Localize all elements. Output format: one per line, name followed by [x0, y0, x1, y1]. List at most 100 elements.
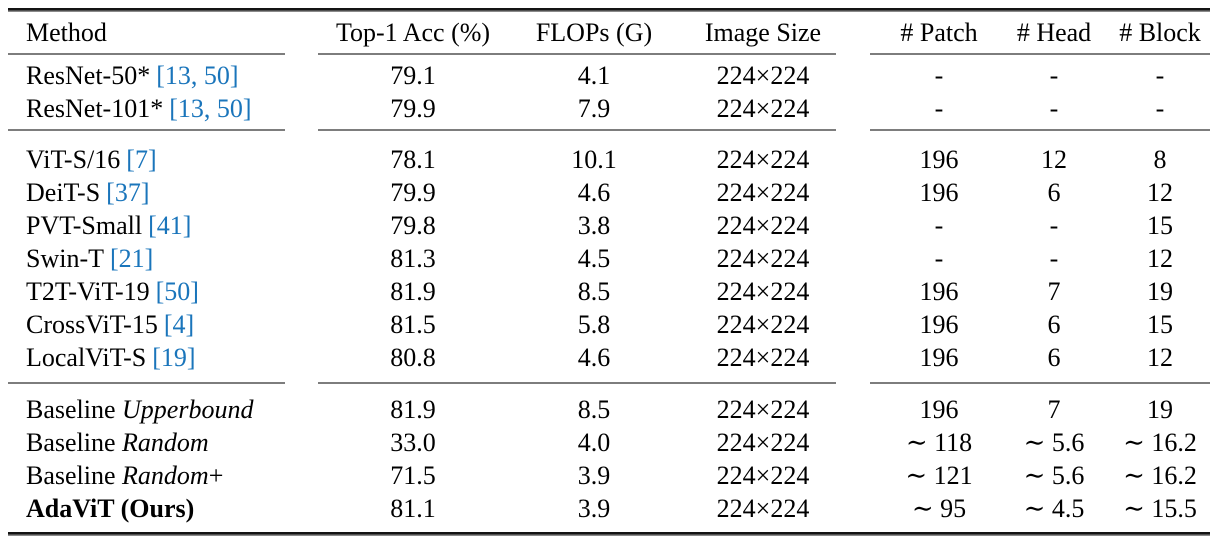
top1-acc-cell: 71.5	[390, 461, 436, 490]
image-size-cell: 224×224	[716, 211, 810, 240]
method-cell: DeiT-S [37]	[8, 176, 318, 209]
num-head-cell: -	[1049, 244, 1059, 273]
num-head-cell: 6	[1047, 178, 1061, 207]
citation-link[interactable]: [21]	[110, 244, 154, 273]
image-size-cell: 224×224	[716, 461, 810, 490]
flops-cell: 4.6	[577, 178, 611, 207]
num-block-cell: ∼ 16.2	[1123, 461, 1197, 490]
image-size-cell: 224×224	[716, 494, 810, 523]
top1-acc-cell: 79.8	[390, 211, 436, 240]
method-cell: Baseline Upperbound	[8, 393, 318, 426]
flops-cell: 10.1	[571, 145, 617, 174]
num-patch-cell: 196	[919, 178, 959, 207]
citation-link[interactable]: [4]	[163, 310, 195, 339]
method-name: LocalViT-S	[26, 343, 147, 372]
section-divider	[8, 129, 1210, 131]
num-head-cell: -	[1049, 94, 1059, 123]
num-block-cell: -	[1155, 61, 1165, 90]
method-cell: ResNet-101* [13, 50]	[8, 92, 318, 125]
num-block-cell: 19	[1147, 277, 1173, 306]
citation-link[interactable]: [50]	[155, 277, 199, 306]
num-head-cell: 6	[1047, 343, 1061, 372]
column-gap	[846, 492, 880, 525]
num-block-cell: 12	[1147, 244, 1173, 273]
method-cell: PVT-Small [41]	[8, 209, 318, 242]
top1-acc-cell: 79.9	[390, 94, 436, 123]
table-row: DeiT-S [37] 79.9 4.6 224×224 196 6 12	[8, 176, 1210, 209]
col-header-top1-acc: Top-1 Acc (%)	[335, 18, 491, 47]
num-head-cell: ∼ 4.5	[1023, 494, 1085, 523]
section-resnets: ResNet-50* [13, 50] 79.1 4.1 224×224 - - …	[8, 55, 1210, 129]
image-size-cell: 224×224	[716, 61, 810, 90]
method-cell: AdaViT (Ours)	[8, 492, 318, 525]
image-size-cell: 224×224	[716, 94, 810, 123]
citation-link[interactable]: [13, 50]	[156, 61, 239, 90]
top1-acc-cell: 33.0	[390, 428, 436, 457]
column-gap	[846, 209, 880, 242]
num-block-cell: 12	[1147, 343, 1173, 372]
column-gap	[846, 176, 880, 209]
num-block-cell: 15	[1147, 310, 1173, 339]
citation-link[interactable]: [7]	[126, 145, 157, 174]
num-head-cell: -	[1049, 61, 1059, 90]
col-header-image-size: Image Size	[704, 18, 822, 47]
method-cell: ViT-S/16 [7]	[8, 143, 318, 176]
table-header-row: Method Top-1 Acc (%) FLOPs (G) Image Siz…	[8, 12, 1210, 53]
table-row: Baseline Random 33.0 4.0 224×224 ∼ 118 ∼…	[8, 426, 1210, 459]
table-row: LocalViT-S [19] 80.8 4.6 224×224 196 6 12	[8, 341, 1210, 374]
method-name: ResNet-101*	[26, 94, 164, 123]
table-row: CrossViT-15 [4] 81.5 5.8 224×224 196 6 15	[8, 308, 1210, 341]
flops-cell: 3.9	[577, 461, 611, 490]
citation-link[interactable]: [37]	[106, 178, 150, 207]
results-table: Method Top-1 Acc (%) FLOPs (G) Image Siz…	[8, 8, 1210, 536]
column-gap	[846, 393, 880, 426]
flops-cell: 4.1	[577, 61, 611, 90]
column-gap	[846, 341, 880, 374]
image-size-cell: 224×224	[716, 343, 810, 372]
top-rule	[8, 8, 1210, 12]
method-cell: LocalViT-S [19]	[8, 341, 318, 374]
num-patch-cell: ∼ 118	[905, 428, 973, 457]
num-patch-cell: 196	[919, 145, 959, 174]
method-name: DeiT-S	[26, 178, 101, 207]
section-divider	[8, 382, 1210, 384]
col-header-method: Method	[26, 18, 107, 47]
column-gap	[846, 242, 880, 275]
num-head-cell: 12	[1041, 145, 1067, 174]
method-variant: Random	[122, 428, 209, 457]
method-cell: ResNet-50* [13, 50]	[8, 59, 318, 92]
citation-link[interactable]: [41]	[148, 211, 192, 240]
column-gap	[846, 92, 880, 125]
method-suffix: +	[208, 461, 224, 490]
table-row: ResNet-101* [13, 50] 79.9 7.9 224×224 - -…	[8, 92, 1210, 125]
num-block-cell: ∼ 15.5	[1123, 494, 1197, 523]
method-cell: T2T-ViT-19 [50]	[8, 275, 318, 308]
header-divider	[8, 53, 1210, 55]
top1-acc-cell: 79.9	[390, 178, 436, 207]
image-size-cell: 224×224	[716, 395, 810, 424]
num-patch-cell: ∼ 95	[911, 494, 967, 523]
citation-link[interactable]: [13, 50]	[169, 94, 252, 123]
method-cell: Swin-T [21]	[8, 242, 318, 275]
citation-link[interactable]: [19]	[152, 343, 196, 372]
table-row: ResNet-50* [13, 50] 79.1 4.1 224×224 - - …	[8, 59, 1210, 92]
flops-cell: 3.8	[577, 211, 611, 240]
table-row: PVT-Small [41] 79.8 3.8 224×224 - - 15	[8, 209, 1210, 242]
num-patch-cell: 196	[919, 343, 959, 372]
num-patch-cell: -	[934, 94, 944, 123]
col-header-num-block: # Block	[1119, 18, 1201, 47]
image-size-cell: 224×224	[716, 428, 810, 457]
column-gap	[846, 12, 880, 53]
bottom-rule	[8, 532, 1210, 536]
image-size-cell: 224×224	[716, 310, 810, 339]
flops-cell: 3.9	[577, 494, 611, 523]
flops-cell: 4.0	[577, 428, 611, 457]
num-head-cell: ∼ 5.6	[1023, 428, 1085, 457]
image-size-cell: 224×224	[716, 277, 810, 306]
method-name: AdaViT (Ours)	[26, 494, 195, 523]
top1-acc-cell: 81.9	[390, 395, 436, 424]
flops-cell: 8.5	[577, 277, 611, 306]
method-name: PVT-Small	[26, 211, 143, 240]
num-patch-cell: 196	[919, 310, 959, 339]
table-row: T2T-ViT-19 [50] 81.9 8.5 224×224 196 7 19	[8, 275, 1210, 308]
